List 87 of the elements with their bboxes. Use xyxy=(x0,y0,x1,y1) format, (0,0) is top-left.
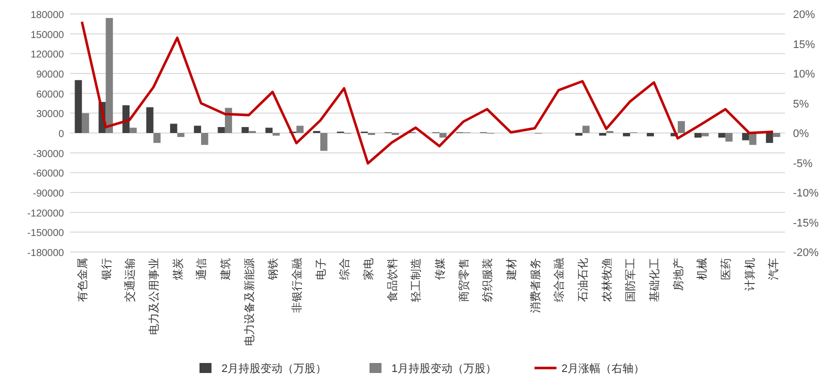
y2-tick-label: 20% xyxy=(793,9,816,21)
y-tick-label: 120000 xyxy=(30,50,64,61)
bar xyxy=(678,121,685,133)
x-tick-label: 综合 xyxy=(338,258,352,280)
x-tick-label: 电力设备及新能源 xyxy=(242,258,256,346)
y2-tick-label: -15% xyxy=(793,217,819,230)
legend-label: 1月持股变动（万股） xyxy=(392,362,497,375)
y2-tick-label: 0% xyxy=(793,128,810,140)
x-tick-label: 农林牧渔 xyxy=(600,258,614,302)
bar xyxy=(74,80,82,133)
x-tick-label: 轻工制造 xyxy=(410,258,423,302)
x-tick-label: 交通运输 xyxy=(124,258,137,302)
y2-tick-label: 15% xyxy=(793,38,816,51)
bar xyxy=(242,127,249,133)
x-tick-label: 家电 xyxy=(362,258,375,280)
x-tick-label: 食品饮料 xyxy=(386,258,399,302)
bar xyxy=(582,126,590,133)
bar xyxy=(320,133,328,151)
y2-tick-label: -10% xyxy=(793,188,819,200)
y-tick-label: 30000 xyxy=(36,109,64,120)
y2-tick-label: 10% xyxy=(793,68,816,80)
bar xyxy=(82,113,90,133)
bar xyxy=(749,133,756,145)
legend-label: 2月持股变动（万股） xyxy=(222,362,327,375)
legend-label: 2月涨幅（右轴） xyxy=(562,362,645,375)
x-tick-label: 钢铁 xyxy=(268,258,280,281)
x-tick-label: 银行 xyxy=(100,258,113,281)
x-tick-label: 商贸零售 xyxy=(457,258,470,302)
bar xyxy=(177,133,184,137)
bar xyxy=(201,133,208,145)
bar xyxy=(146,107,154,133)
bar xyxy=(439,133,447,138)
y2-tick-label: -5% xyxy=(793,158,813,170)
y-tick-label: -120000 xyxy=(27,208,64,220)
bar xyxy=(170,124,178,133)
bar xyxy=(766,133,774,143)
bar xyxy=(194,126,202,133)
x-tick-label: 电子 xyxy=(314,258,328,280)
bar xyxy=(622,133,630,136)
x-tick-label: 建筑 xyxy=(218,258,232,281)
bar xyxy=(773,133,780,137)
y-tick-label: -180000 xyxy=(27,248,64,259)
bar xyxy=(646,133,654,136)
y-tick-label: 180000 xyxy=(30,10,64,21)
x-tick-label: 煤炭 xyxy=(171,258,184,280)
bar xyxy=(599,133,606,136)
bar xyxy=(106,18,113,133)
x-tick-label: 建材 xyxy=(504,258,518,281)
x-tick-label: 传媒 xyxy=(434,258,446,280)
bar xyxy=(218,127,225,133)
bar xyxy=(153,133,161,143)
bar xyxy=(575,133,582,136)
bar xyxy=(130,128,137,133)
x-tick-label: 纺织服装 xyxy=(481,258,494,302)
x-tick-label: 机械 xyxy=(696,258,709,280)
y-tick-label: -150000 xyxy=(27,228,64,240)
x-tick-label: 基础化工 xyxy=(648,258,661,302)
x-tick-label: 石油石化 xyxy=(576,258,590,302)
y-tick-label: 0 xyxy=(58,129,64,140)
bar xyxy=(272,133,280,136)
x-tick-label: 计算机 xyxy=(743,258,756,291)
line-series xyxy=(80,20,774,165)
x-tick-label: 非银行金融 xyxy=(290,258,304,313)
bar xyxy=(725,133,733,142)
bar xyxy=(694,133,702,138)
bar xyxy=(718,133,726,138)
y-tick-label: -60000 xyxy=(32,168,64,180)
x-tick-label: 国防军工 xyxy=(624,258,638,302)
bar xyxy=(265,128,273,133)
y-tick-label: -30000 xyxy=(32,148,64,160)
x-tick-label: 通信 xyxy=(195,258,208,280)
bar xyxy=(296,126,304,133)
x-tick-label: 医药 xyxy=(719,258,732,280)
y-tick-label: 60000 xyxy=(36,89,64,100)
y-tick-label: 150000 xyxy=(30,30,64,41)
y2-tick-label: -20% xyxy=(793,247,819,259)
y-tick-label: -90000 xyxy=(32,188,64,200)
bar xyxy=(742,133,750,140)
x-tick-label: 房地产 xyxy=(672,258,685,291)
bar xyxy=(702,133,709,136)
x-tick-label: 电力及公用事业 xyxy=(147,258,160,335)
x-tick-label: 有色金属 xyxy=(76,258,89,302)
x-tick-label: 综合金融 xyxy=(552,258,566,302)
x-tick-label: 消费者服务 xyxy=(528,258,542,313)
y2-tick-label: 5% xyxy=(793,98,810,110)
x-tick-label: 汽车 xyxy=(767,258,780,280)
y-tick-label: 90000 xyxy=(36,70,64,80)
